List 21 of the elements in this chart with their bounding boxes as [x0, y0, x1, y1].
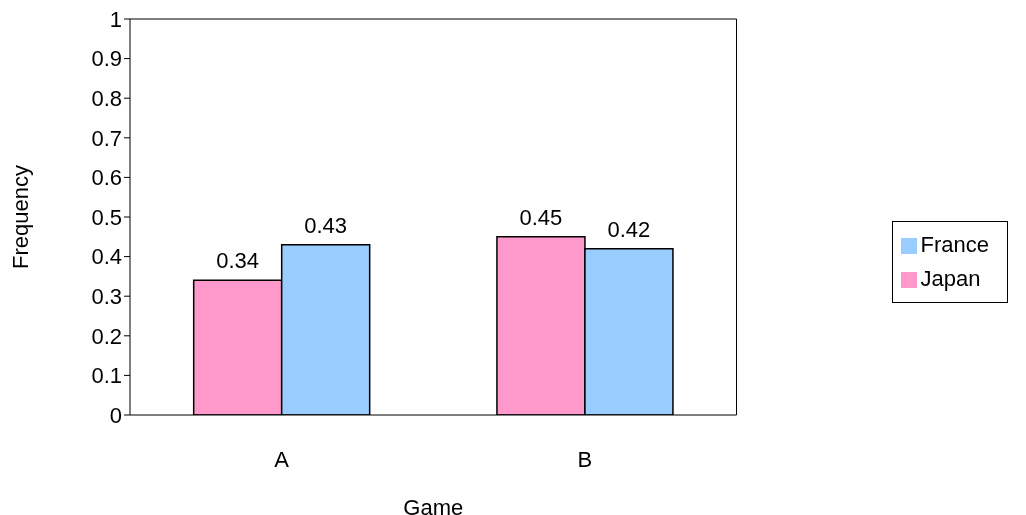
legend-label: France	[920, 231, 989, 257]
data-label: 0.34	[216, 248, 260, 274]
y-axis-title: Frequency	[7, 165, 33, 269]
y-tick-label: 0.6	[91, 165, 122, 191]
x-tick-label: B	[577, 446, 593, 472]
x-axis-title: Game	[403, 495, 464, 515]
y-tick-label: 0.7	[91, 125, 122, 151]
data-label: 0.42	[607, 216, 651, 242]
data-label: 0.43	[304, 212, 348, 238]
x-tick-label: A	[274, 446, 290, 472]
y-tick-label: 0.3	[91, 284, 122, 310]
y-tick-label: 0.1	[91, 363, 122, 389]
y-tick-label: 1	[109, 6, 122, 32]
y-tick-label: 0.4	[91, 244, 122, 270]
y-tick-label: 0.9	[91, 46, 122, 72]
y-tick-label: 0.5	[91, 204, 122, 230]
data-label: 0.45	[519, 204, 563, 230]
y-tick-label: 0.8	[91, 86, 122, 112]
y-tick-label: 0.2	[91, 323, 122, 349]
y-tick-label: 0	[109, 402, 122, 428]
legend-label: Japan	[920, 265, 981, 291]
